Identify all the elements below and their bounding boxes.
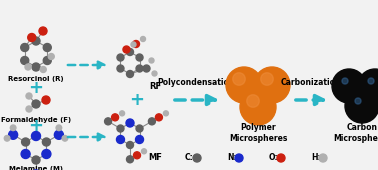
Circle shape — [123, 46, 130, 53]
Circle shape — [32, 156, 40, 164]
Circle shape — [233, 73, 245, 85]
Circle shape — [9, 130, 18, 139]
Circle shape — [42, 138, 50, 146]
Circle shape — [319, 154, 327, 162]
Circle shape — [105, 118, 112, 125]
Text: O:: O: — [269, 154, 279, 163]
Circle shape — [116, 135, 124, 143]
Circle shape — [21, 56, 29, 64]
Circle shape — [155, 114, 163, 121]
Text: C:: C: — [185, 154, 194, 163]
Circle shape — [28, 33, 36, 41]
Circle shape — [39, 27, 47, 35]
Circle shape — [131, 42, 136, 47]
Circle shape — [22, 138, 29, 146]
Circle shape — [54, 130, 64, 139]
Text: H:: H: — [311, 154, 321, 163]
Circle shape — [112, 114, 119, 121]
Circle shape — [42, 149, 51, 158]
Circle shape — [254, 67, 290, 103]
Text: Polymer
Microspheres: Polymer Microspheres — [229, 123, 287, 143]
Circle shape — [127, 141, 133, 149]
Circle shape — [32, 37, 40, 45]
Circle shape — [127, 48, 133, 55]
Circle shape — [117, 125, 124, 132]
Circle shape — [4, 135, 10, 141]
Circle shape — [117, 54, 124, 61]
Circle shape — [332, 69, 366, 103]
Circle shape — [43, 44, 51, 52]
Circle shape — [163, 111, 169, 116]
Circle shape — [149, 58, 154, 63]
Text: N:: N: — [227, 154, 237, 163]
Circle shape — [136, 65, 143, 72]
Circle shape — [133, 40, 139, 47]
Circle shape — [56, 125, 62, 131]
Text: Carbonization: Carbonization — [281, 78, 341, 87]
Circle shape — [136, 54, 143, 61]
Circle shape — [261, 73, 273, 85]
Circle shape — [40, 66, 46, 72]
Circle shape — [240, 89, 276, 125]
Text: Polycondensation: Polycondensation — [157, 78, 235, 87]
Circle shape — [25, 64, 31, 70]
Text: Formaldehyde (F): Formaldehyde (F) — [1, 117, 71, 123]
Circle shape — [26, 106, 32, 112]
Text: RF: RF — [149, 82, 161, 91]
Circle shape — [235, 154, 243, 162]
Circle shape — [127, 71, 133, 78]
Circle shape — [62, 135, 68, 141]
Circle shape — [43, 56, 51, 64]
Circle shape — [368, 78, 374, 84]
Text: Carbon
Microspheres: Carbon Microspheres — [333, 123, 378, 143]
Circle shape — [31, 132, 40, 140]
Circle shape — [149, 118, 155, 125]
Circle shape — [21, 149, 30, 158]
Circle shape — [48, 54, 54, 59]
Circle shape — [32, 100, 40, 108]
Circle shape — [127, 156, 133, 163]
Circle shape — [136, 125, 143, 132]
Circle shape — [141, 37, 146, 41]
Circle shape — [143, 65, 150, 72]
Text: Melamine (M): Melamine (M) — [9, 166, 63, 170]
Circle shape — [141, 149, 147, 154]
Circle shape — [152, 71, 157, 76]
Text: MF: MF — [148, 153, 162, 162]
Circle shape — [32, 63, 40, 71]
Circle shape — [21, 44, 29, 52]
Circle shape — [193, 154, 201, 162]
Circle shape — [42, 96, 50, 104]
Circle shape — [247, 95, 259, 107]
Circle shape — [355, 98, 361, 104]
Circle shape — [345, 89, 378, 123]
Circle shape — [342, 78, 348, 84]
Circle shape — [133, 152, 141, 159]
Circle shape — [117, 65, 124, 72]
Circle shape — [277, 154, 285, 162]
Circle shape — [136, 135, 144, 143]
Text: +: + — [130, 91, 144, 109]
Circle shape — [358, 69, 378, 103]
Circle shape — [10, 125, 16, 131]
Circle shape — [26, 93, 32, 99]
Circle shape — [119, 111, 125, 116]
Text: +: + — [28, 117, 43, 135]
Circle shape — [126, 119, 134, 127]
Circle shape — [226, 67, 262, 103]
Text: Resorcinol (R): Resorcinol (R) — [8, 76, 64, 82]
Text: +: + — [28, 79, 43, 97]
